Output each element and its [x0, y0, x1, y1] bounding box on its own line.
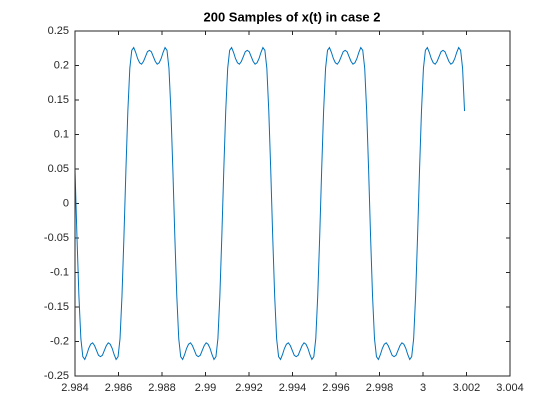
- x-tick-label: 2.988: [148, 382, 176, 394]
- axes-box: [74, 30, 511, 377]
- x-tick-label: 2.994: [279, 382, 307, 394]
- y-tick-label: 0.25: [48, 25, 69, 37]
- x-tick-label: 2.986: [105, 382, 133, 394]
- y-tick-label: -0.15: [44, 301, 69, 313]
- x-tick-label: 3.004: [496, 382, 524, 394]
- x-tick-label: 2.998: [366, 382, 394, 394]
- x-tick-label: 3: [420, 382, 426, 394]
- y-tick-label: -0.05: [44, 232, 69, 244]
- y-tick-label: -0.1: [50, 266, 69, 278]
- y-tick-label: 0: [63, 197, 69, 209]
- y-tick-label: -0.25: [44, 370, 69, 382]
- plot-area: [75, 31, 510, 376]
- y-tick-label: -0.2: [50, 335, 69, 347]
- x-tick-label: 2.984: [61, 382, 89, 394]
- x-tick-label: 2.99: [195, 382, 216, 394]
- y-tick-label: 0.05: [48, 163, 69, 175]
- data-line: [74, 46, 466, 361]
- x-tick-label: 3.002: [453, 382, 481, 394]
- y-tick-label: 0.2: [54, 59, 69, 71]
- chart-title: 200 Samples of x(t) in case 2: [203, 9, 380, 24]
- x-tick-label: 2.996: [322, 382, 350, 394]
- y-tick-label: 0.1: [54, 128, 69, 140]
- x-tick-label: 2.992: [235, 382, 263, 394]
- y-tick-label: 0.15: [48, 94, 69, 106]
